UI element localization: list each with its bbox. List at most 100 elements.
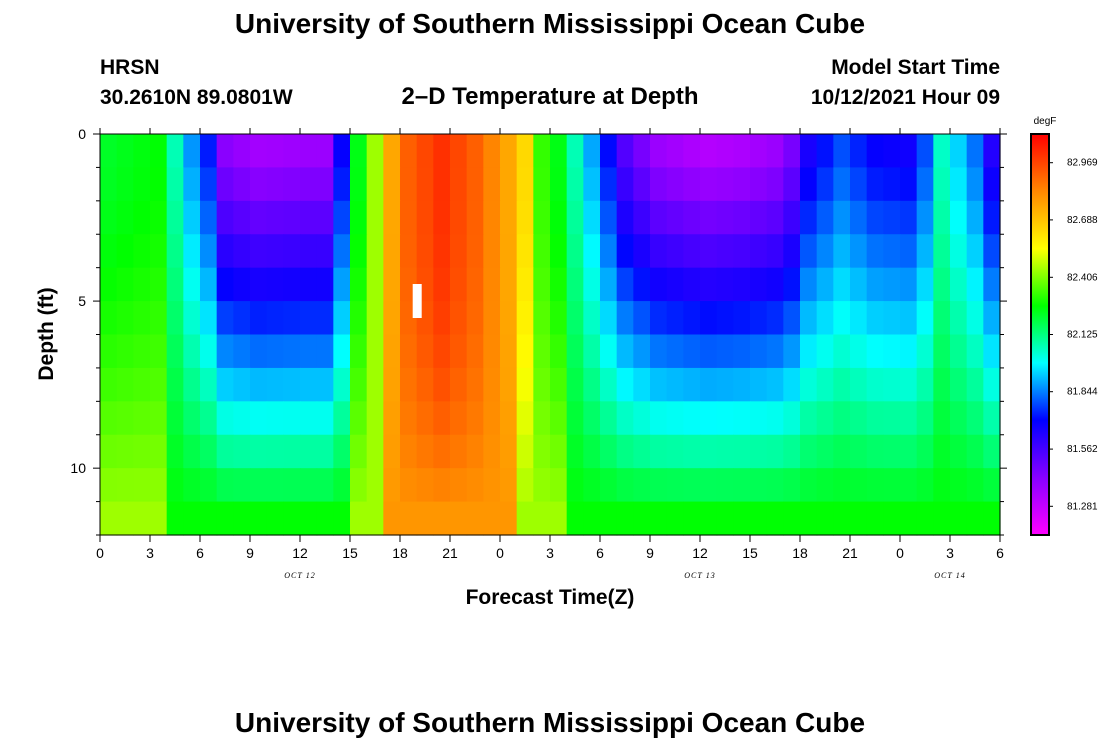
heatmap-cell: [433, 167, 451, 202]
heatmap-cell: [650, 468, 668, 503]
heatmap-cell: [633, 134, 651, 169]
heatmap-cell: [200, 334, 218, 369]
heatmap-cell: [916, 134, 934, 169]
heatmap-cell: [666, 267, 684, 302]
heatmap-cell: [350, 167, 368, 202]
heatmap-cells: [100, 134, 1001, 536]
heatmap-cell: [750, 501, 768, 536]
heatmap-cell: [583, 468, 601, 503]
x-tick-label: 6: [996, 545, 1004, 561]
heatmap-cell: [783, 401, 801, 436]
heatmap-cell: [966, 234, 984, 269]
heatmap-cell: [200, 267, 218, 302]
heatmap-cell: [583, 367, 601, 402]
colorbar-tick-label: 81.281: [1067, 501, 1098, 512]
heatmap-cell: [350, 301, 368, 336]
heatmap-cell: [283, 401, 301, 436]
heatmap-cell: [950, 301, 968, 336]
heatmap-cell: [283, 501, 301, 536]
heatmap-cell: [966, 434, 984, 469]
heatmap-cell: [316, 301, 334, 336]
heatmap-cell: [616, 234, 634, 269]
heatmap-cell: [933, 200, 951, 235]
heatmap-cell: [783, 167, 801, 202]
heatmap-cell: [133, 334, 151, 369]
heatmap-cell: [616, 301, 634, 336]
heatmap-cell: [133, 234, 151, 269]
heatmap-cell: [366, 401, 384, 436]
heatmap-cell: [616, 367, 634, 402]
heatmap-cell: [866, 134, 884, 169]
heatmap-cell: [383, 134, 401, 169]
heatmap-cell: [833, 434, 851, 469]
heatmap-cell: [100, 367, 118, 402]
heatmap-cell: [533, 367, 551, 402]
heatmap-cell: [716, 334, 734, 369]
heatmap-cell: [133, 501, 151, 536]
heatmap-cell: [566, 234, 584, 269]
heatmap-cell: [550, 367, 568, 402]
heatmap-cell: [350, 234, 368, 269]
heatmap-cell: [600, 134, 618, 169]
heatmap-cell: [550, 468, 568, 503]
colorbar-unit: degF: [1034, 116, 1057, 127]
heatmap-cell: [150, 134, 168, 169]
heatmap-cell: [666, 301, 684, 336]
x-tick-label: 0: [96, 545, 104, 561]
heatmap-cell: [816, 301, 834, 336]
heatmap-cell: [600, 200, 618, 235]
heatmap-cell: [433, 234, 451, 269]
heatmap-cell: [400, 367, 418, 402]
heatmap-cell: [100, 267, 118, 302]
heatmap-cell: [200, 134, 218, 169]
heatmap-cell: [200, 434, 218, 469]
heatmap-cell: [583, 301, 601, 336]
heatmap-cell: [166, 468, 184, 503]
heatmap-cell: [383, 367, 401, 402]
heatmap-cell: [650, 401, 668, 436]
heatmap-cell: [200, 401, 218, 436]
heatmap-cell: [266, 234, 284, 269]
heatmap-cell: [383, 401, 401, 436]
heatmap-cell: [816, 367, 834, 402]
heatmap-cell: [950, 134, 968, 169]
heatmap-cell: [483, 200, 501, 235]
heatmap-cell: [116, 367, 134, 402]
heatmap-cell: [250, 501, 268, 536]
x-tick-label: 0: [896, 545, 904, 561]
heatmap-cell: [183, 334, 201, 369]
heatmap-cell: [116, 468, 134, 503]
heatmap-cell: [450, 501, 468, 536]
heatmap-cell: [250, 200, 268, 235]
heatmap-cell: [883, 401, 901, 436]
heatmap-cell: [850, 167, 868, 202]
heatmap-cell: [550, 401, 568, 436]
heatmap-cell: [600, 167, 618, 202]
heatmap-cell: [733, 134, 751, 169]
heatmap-cell: [766, 367, 784, 402]
heatmap-cell: [183, 167, 201, 202]
heatmap-cell: [533, 301, 551, 336]
heatmap-cell: [566, 367, 584, 402]
heatmap-cell: [783, 134, 801, 169]
heatmap-cell: [400, 434, 418, 469]
heatmap-cell: [366, 267, 384, 302]
heatmap-cell: [966, 367, 984, 402]
heatmap-cell: [950, 501, 968, 536]
heatmap-cell: [666, 401, 684, 436]
heatmap-cell: [200, 301, 218, 336]
heatmap-cell: [400, 134, 418, 169]
heatmap-cell: [866, 501, 884, 536]
heatmap-cell: [733, 167, 751, 202]
heatmap-cell: [300, 401, 318, 436]
heatmap-cell: [933, 267, 951, 302]
heatmap-cell: [700, 167, 718, 202]
heatmap-cell: [666, 468, 684, 503]
heatmap-cell: [600, 301, 618, 336]
heatmap-cell: [633, 334, 651, 369]
heatmap-cell: [300, 200, 318, 235]
heatmap-cell: [283, 367, 301, 402]
heatmap-cell: [516, 234, 534, 269]
heatmap-cell: [316, 367, 334, 402]
